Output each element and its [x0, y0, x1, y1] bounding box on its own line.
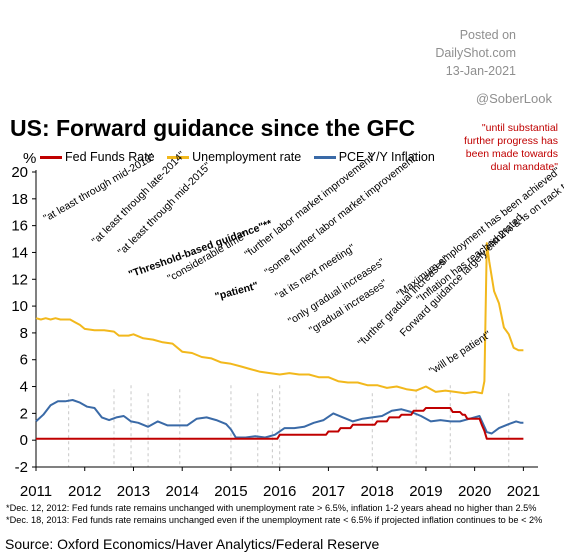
series-line-pce	[35, 399, 524, 439]
x-tick-label: 2020	[458, 483, 491, 500]
footnotes: *Dec. 12, 2012: Fed funds rate remains u…	[6, 502, 542, 526]
legend-item-fed-funds: Fed Funds Rate	[40, 150, 155, 164]
y-tick-label: 16	[11, 218, 28, 235]
footnote-1: *Dec. 12, 2012: Fed funds rate remains u…	[6, 503, 537, 513]
series-line-fed-funds	[36, 407, 524, 440]
footnote-2: *Dec. 18, 2013: Fed funds rate remains u…	[6, 515, 543, 525]
posted-site: DailyShot.com	[435, 46, 516, 60]
source-line: Source: Oxford Economics/Haver Analytics…	[5, 536, 380, 552]
x-tick-label: 2013	[117, 483, 150, 500]
chart-plot: -2 0 2 4 6 8 10 12 14 16 18 20 2011 2012 2013 2014 2015 2…	[11, 67, 564, 500]
y-tick-label: 12	[11, 271, 28, 288]
y-tick-label: 2	[20, 405, 28, 422]
x-tick-label: 2011	[20, 483, 52, 500]
x-tick-label: 2019	[409, 483, 442, 500]
annotation-patient: "patient"	[214, 280, 260, 303]
y-tick-label: 14	[11, 244, 28, 261]
y-tick-label: 8	[20, 325, 28, 342]
legend-item-pce: PCE Y/Y Inflation	[313, 149, 435, 164]
y-tick-label: 6	[20, 352, 28, 369]
legend-item-unemployment: Unemployment rate	[167, 150, 301, 164]
x-tick-label: 2017	[312, 483, 345, 500]
x-tick-label: 2021	[507, 483, 540, 500]
legend-swatch-pce	[313, 155, 336, 159]
x-tick-label: 2016	[263, 483, 296, 500]
author-handle: @SoberLook	[475, 91, 552, 106]
legend-label-fed-funds: Fed Funds Rate	[65, 149, 155, 164]
y-tick-label: 0	[20, 432, 28, 449]
y-tick-label: 20	[11, 164, 28, 181]
series-lines	[35, 242, 524, 440]
chart-title: US: Forward guidance since the GFC	[10, 115, 416, 141]
legend-swatch-unemployment	[167, 155, 190, 159]
x-tick-label: 2015	[214, 483, 247, 500]
legend-label-unemployment: Unemployment rate	[192, 149, 302, 164]
y-tick-label: 4	[20, 379, 28, 396]
x-tick-label: 2014	[166, 483, 199, 500]
annotation-will-be-patient: "will be patient"	[427, 329, 493, 378]
posted-on-stamp: Posted on DailyShot.com 13-Jan-2021	[0, 26, 516, 80]
posted-date: 13-Jan-2021	[445, 64, 516, 78]
axes: -2 0 2 4 6 8 10 12 14 16 18 20 2011 2012 2013 2014 2015 2…	[11, 164, 540, 500]
annotation-gridlines	[68, 385, 510, 467]
annotations: "at least through mid-2013" "at least th…	[42, 67, 564, 378]
legend-label-pce: PCE Y/Y Inflation	[338, 149, 435, 164]
annotation-max-employment: "Maximum employment has been achieved"	[394, 165, 562, 300]
y-tick-label: -2	[15, 459, 28, 476]
legend: Fed Funds Rate Unemployment rate PCE Y/Y…	[40, 149, 444, 165]
series-line-unemployment	[35, 242, 524, 395]
x-tick-label: 2018	[360, 483, 393, 500]
posted-line: Posted on	[459, 28, 516, 42]
top-red-note: "until substantial further progress has …	[464, 122, 558, 173]
y-tick-label: 10	[11, 298, 28, 315]
legend-swatch-fed-funds	[40, 155, 62, 159]
x-tick-label: 2012	[68, 483, 101, 500]
y-tick-label: 18	[11, 191, 28, 208]
y-axis-unit: %	[23, 150, 37, 167]
